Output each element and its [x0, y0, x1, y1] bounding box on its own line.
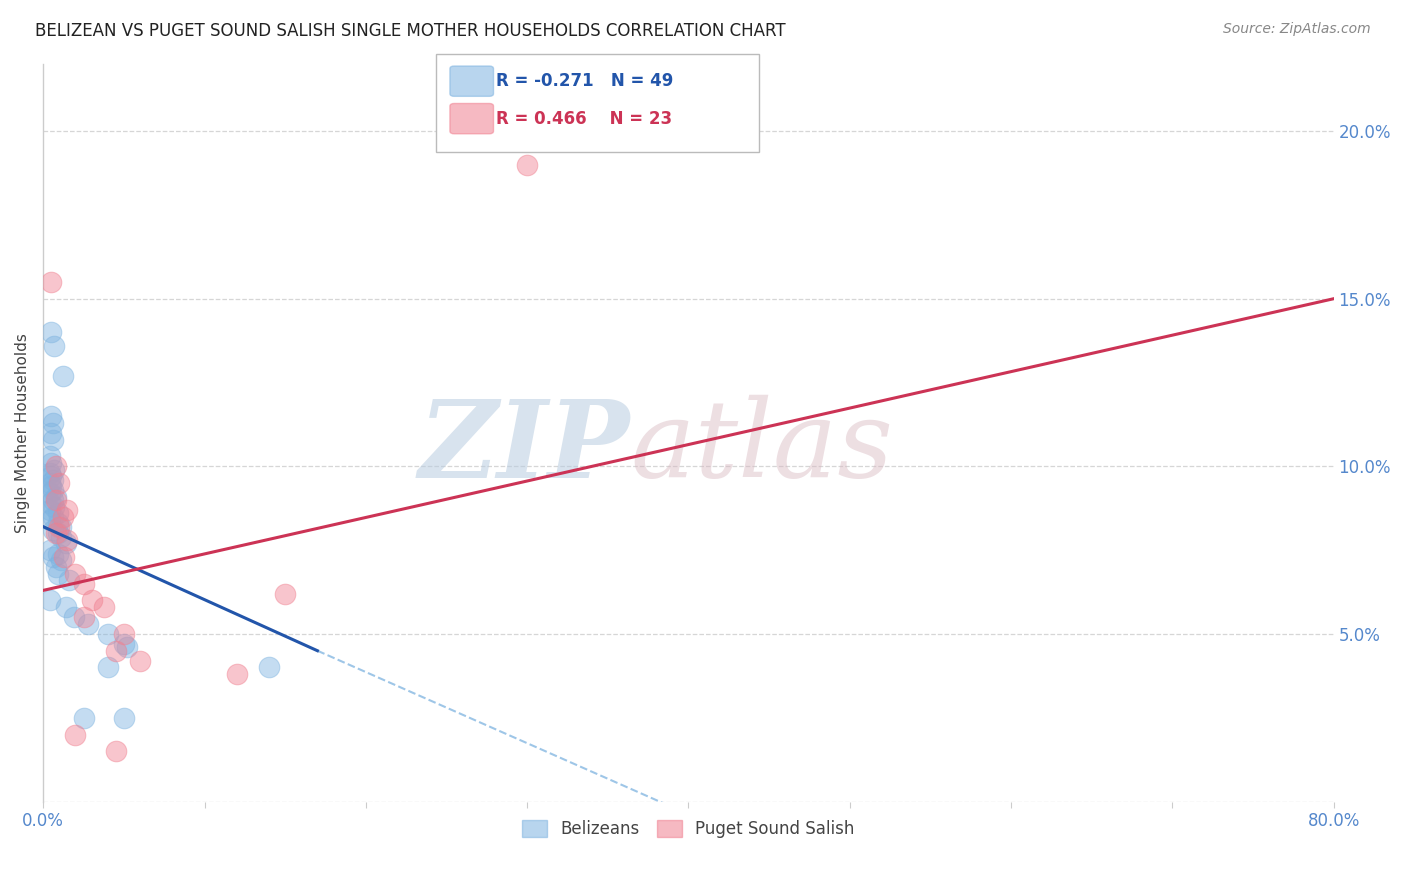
Point [39, 275, 62, 289]
Point [257, 660, 280, 674]
Point [93, 600, 115, 615]
Point [39, 409, 62, 423]
Point [77, 616, 100, 631]
Point [46, 516, 69, 531]
Point [516, 158, 538, 172]
Point [46, 506, 69, 520]
Point [53, 549, 76, 564]
Text: Source: ZipAtlas.com: Source: ZipAtlas.com [1223, 22, 1371, 37]
Point [38, 476, 60, 491]
Point [56, 503, 79, 517]
Point [72, 610, 94, 624]
Point [38, 593, 60, 607]
Point [45, 560, 67, 574]
Point [39, 479, 62, 493]
Point [49, 553, 72, 567]
Point [58, 574, 80, 588]
Point [38, 513, 60, 527]
Point [39, 456, 62, 470]
Point [112, 637, 135, 651]
Point [45, 459, 67, 474]
Point [56, 533, 79, 547]
Point [104, 644, 127, 658]
Point [72, 576, 94, 591]
Point [225, 667, 247, 681]
Point [38, 486, 60, 500]
Point [72, 711, 94, 725]
Point [49, 530, 72, 544]
Point [42, 416, 65, 430]
Legend: Belizeans, Puget Sound Salish: Belizeans, Puget Sound Salish [516, 814, 860, 845]
Point [38, 496, 60, 510]
Point [48, 519, 70, 533]
Point [42, 483, 65, 497]
Point [42, 473, 65, 487]
Point [44, 500, 66, 514]
Point [39, 469, 62, 483]
Point [48, 476, 70, 491]
Point [38, 543, 60, 558]
Point [46, 566, 69, 581]
Point [42, 492, 65, 507]
Point [65, 566, 87, 581]
Point [55, 600, 77, 615]
Point [51, 368, 73, 383]
Point [51, 509, 73, 524]
Point [44, 339, 66, 353]
Point [42, 433, 65, 447]
Text: R = 0.466    N = 23: R = 0.466 N = 23 [496, 110, 672, 128]
Point [63, 610, 86, 624]
Point [274, 587, 297, 601]
Point [46, 547, 69, 561]
Point [49, 519, 72, 533]
Point [80, 593, 103, 607]
Point [42, 523, 65, 537]
Point [55, 536, 77, 550]
Point [115, 640, 138, 655]
Point [39, 325, 62, 339]
Point [45, 526, 67, 541]
Point [46, 526, 69, 541]
Point [97, 660, 120, 674]
Point [38, 450, 60, 464]
Point [112, 711, 135, 725]
Point [112, 627, 135, 641]
Point [45, 492, 67, 507]
Point [129, 654, 152, 668]
Text: R = -0.271   N = 49: R = -0.271 N = 49 [496, 72, 673, 90]
Point [38, 503, 60, 517]
Y-axis label: Single Mother Households: Single Mother Households [15, 333, 30, 533]
Text: BELIZEAN VS PUGET SOUND SALISH SINGLE MOTHER HOUSEHOLDS CORRELATION CHART: BELIZEAN VS PUGET SOUND SALISH SINGLE MO… [35, 22, 786, 40]
Point [42, 509, 65, 524]
Point [38, 466, 60, 480]
Point [97, 627, 120, 641]
Point [104, 744, 127, 758]
Point [39, 425, 62, 440]
Text: ZIP: ZIP [419, 394, 630, 500]
Point [42, 549, 65, 564]
Point [45, 490, 67, 504]
Point [44, 463, 66, 477]
Text: atlas: atlas [630, 395, 893, 500]
Point [65, 727, 87, 741]
